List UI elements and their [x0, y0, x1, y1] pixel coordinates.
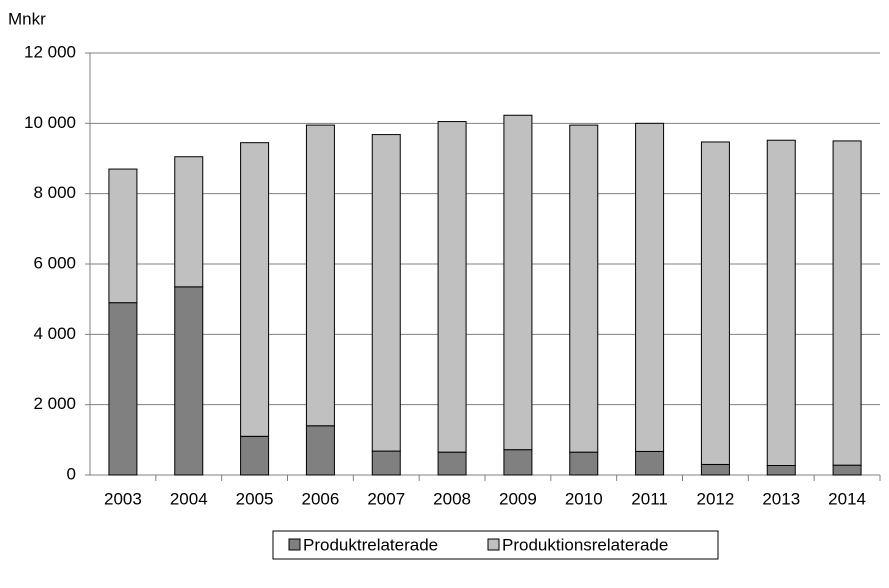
x-tick-label: 2013 — [762, 489, 800, 508]
bar-segment — [832, 464, 862, 476]
bar-segment — [371, 134, 401, 452]
y-tick-label: 2 000 — [33, 394, 76, 413]
bar-segment — [635, 450, 665, 476]
y-tick-label: 12 000 — [24, 42, 76, 61]
bar-segment — [569, 124, 599, 453]
bar-segment — [700, 463, 730, 476]
bar-segment — [569, 451, 599, 476]
y-tick-label: 4 000 — [33, 324, 76, 343]
bar-segment — [503, 449, 533, 476]
y-tick-label: 10 000 — [24, 113, 76, 132]
x-tick-label: 2012 — [697, 489, 735, 508]
bar-segment — [305, 425, 335, 476]
x-tick-label: 2010 — [565, 489, 603, 508]
y-tick-label: 8 000 — [33, 183, 76, 202]
bar-segment — [174, 156, 204, 288]
bar-segment — [700, 141, 730, 465]
legend-swatch — [487, 538, 500, 551]
bar-segment — [437, 451, 467, 476]
bar-segment — [240, 142, 270, 437]
bar-segment — [240, 435, 270, 476]
bar-segment — [832, 140, 862, 466]
x-tick-label: 2004 — [170, 489, 208, 508]
bar-segment — [305, 124, 335, 427]
x-tick-label: 2009 — [499, 489, 537, 508]
y-tick-label: 6 000 — [33, 253, 76, 272]
y-tick-label: 0 — [67, 464, 76, 483]
bar-segment — [174, 286, 204, 476]
legend-label: Produktionsrelaterade — [502, 535, 668, 554]
x-tick-label: 2006 — [302, 489, 340, 508]
bar-segment — [108, 302, 138, 476]
bar-segment — [635, 122, 665, 452]
x-tick-label: 2005 — [236, 489, 274, 508]
x-tick-label: 2007 — [367, 489, 405, 508]
legend-box — [272, 530, 719, 560]
bar-segment — [766, 139, 796, 467]
y-axis-label: Mnkr — [8, 9, 46, 28]
x-tick-label: 2014 — [828, 489, 866, 508]
bar-segment — [108, 168, 138, 304]
legend-swatch — [288, 538, 301, 551]
x-tick-label: 2011 — [631, 489, 668, 508]
x-tick-label: 2003 — [104, 489, 142, 508]
legend-label: Produktrelaterade — [303, 535, 438, 554]
bar-segment — [437, 121, 467, 453]
bar-segment — [371, 450, 401, 476]
bar-segment — [503, 114, 533, 451]
x-tick-label: 2008 — [433, 489, 471, 508]
bar-segment — [766, 465, 796, 476]
